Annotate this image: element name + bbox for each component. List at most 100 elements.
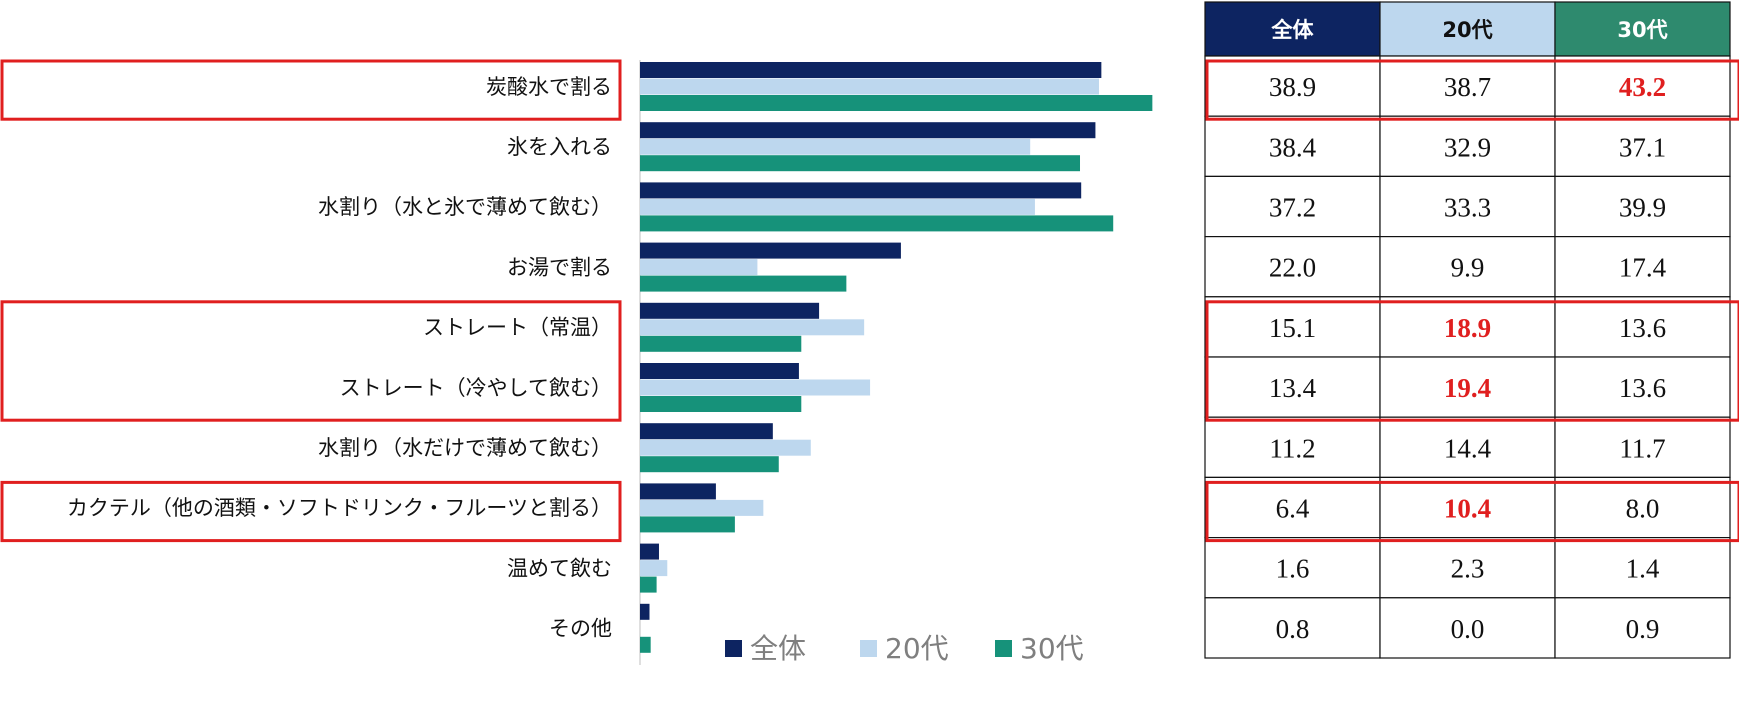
- bar-1-6: [640, 439, 811, 456]
- table-cell: [1554, 175, 1731, 238]
- table-cell: [1554, 476, 1731, 539]
- bar-2-1: [640, 155, 1081, 172]
- table-cell-value: 39.9: [1619, 193, 1666, 223]
- table-cell: [1554, 236, 1731, 298]
- table-cell-value: 15.1: [1269, 313, 1316, 343]
- category-label: ストレート（冷やして飲む）: [340, 376, 612, 400]
- table-cell-value: 18.9: [1444, 313, 1491, 343]
- table-cell: [1204, 236, 1381, 298]
- legend-swatch-1: [860, 640, 877, 657]
- bar-2-0: [640, 95, 1153, 111]
- bar-2-4: [640, 335, 802, 352]
- table-cell-value: 1.6: [1276, 554, 1310, 584]
- bar-0-6: [640, 423, 773, 440]
- category-label: ストレート（常温）: [423, 316, 612, 340]
- table-cell-value: 13.6: [1619, 313, 1666, 343]
- table-cell-value: 22.0: [1269, 253, 1316, 283]
- table-cell: [1379, 115, 1556, 177]
- table-cell: [1204, 416, 1381, 479]
- table-cell: [1379, 416, 1556, 479]
- table-cell-value: 2.3: [1451, 554, 1485, 584]
- highlight-box-left: [0, 59, 622, 121]
- table-cell-value: 10.4: [1444, 494, 1491, 524]
- table-cell-value: 37.2: [1269, 193, 1316, 223]
- bar-2-6: [640, 456, 779, 473]
- highlight-box-right: [1205, 300, 1739, 422]
- data-table: 全体 20代 30代 38.9 38.7 43.2 38.4 32.9 37.1 37.2 33.3…: [1204, 1, 1731, 659]
- legend: 全体 20代 30代: [725, 632, 1084, 665]
- bar-2-9: [640, 636, 651, 653]
- table-cell-value: 43.2: [1619, 72, 1666, 102]
- table-cell: [1554, 597, 1731, 659]
- table-cell-value: 38.9: [1269, 72, 1316, 102]
- category-label: 氷を入れる: [507, 135, 612, 159]
- bar-0-5: [640, 363, 799, 379]
- table-cell: [1204, 536, 1381, 599]
- table-header-cell: [1379, 1, 1556, 57]
- table-cell-value: 37.1: [1619, 132, 1666, 162]
- table-cell-value: 6.4: [1276, 494, 1310, 524]
- table-header-label: 30代: [1617, 18, 1667, 42]
- bar-1-8: [640, 560, 668, 577]
- table-cell: [1379, 236, 1556, 298]
- bar-0-3: [640, 242, 901, 259]
- legend-swatch-0: [725, 640, 742, 657]
- table-cell-value: 13.6: [1619, 373, 1666, 403]
- bar-chart-area: [639, 60, 1153, 665]
- bar-0-4: [640, 302, 820, 319]
- table-cell-value: 14.4: [1444, 433, 1492, 463]
- bar-2-5: [640, 396, 802, 412]
- table-cell: [1554, 536, 1731, 599]
- table-cell-value: 0.8: [1276, 614, 1310, 644]
- bar-1-1: [640, 138, 1031, 155]
- table-cell: [1554, 115, 1731, 177]
- table-cell-value: 11.7: [1619, 433, 1665, 463]
- bar-2-3: [640, 275, 847, 292]
- bar-1-3: [640, 259, 758, 276]
- table-cell: [1379, 597, 1556, 659]
- legend-label: 30代: [1020, 632, 1084, 665]
- table-cell-value: 32.9: [1444, 132, 1491, 162]
- legend-swatch-2: [995, 640, 1012, 657]
- legend-label: 全体: [750, 632, 806, 665]
- table-cell-value: 17.4: [1619, 253, 1667, 283]
- bar-0-8: [640, 543, 659, 560]
- table-cell-value: 38.4: [1269, 132, 1317, 162]
- table-cell: [1204, 356, 1381, 418]
- table-cell-value: 38.7: [1444, 72, 1491, 102]
- table-cell-value: 0.0: [1451, 614, 1485, 644]
- table-cell: [1204, 175, 1381, 238]
- highlight-box-right: [1205, 59, 1739, 121]
- table-cell-value: 33.3: [1444, 193, 1491, 223]
- category-label: その他: [549, 617, 612, 641]
- highlight-box-right: [1205, 480, 1739, 543]
- category-label: 水割り（水だけで薄めて飲む）: [318, 436, 612, 460]
- bar-2-8: [640, 576, 657, 593]
- table-cell: [1554, 55, 1731, 117]
- table-cell: [1554, 416, 1731, 479]
- table-cell: [1379, 175, 1556, 238]
- table-cell-value: 0.9: [1626, 614, 1660, 644]
- table-cell-value: 1.4: [1626, 554, 1660, 584]
- bar-0-0: [640, 62, 1102, 78]
- table-cell: [1379, 536, 1556, 599]
- bar-0-2: [640, 182, 1082, 199]
- table-cell: [1204, 597, 1381, 659]
- table-cell-value: 13.4: [1269, 373, 1317, 403]
- category-label: 炭酸水で割る: [486, 75, 612, 99]
- bar-2-7: [640, 516, 735, 533]
- category-label: カクテル（他の酒類・ソフトドリンク・フルーツと割る）: [67, 496, 612, 520]
- table-cell: [1554, 296, 1731, 358]
- highlight-box-left: [0, 300, 622, 422]
- legend-label: 20代: [885, 632, 949, 665]
- table-cell-value: 8.0: [1626, 494, 1660, 524]
- bar-1-4: [640, 319, 865, 336]
- table-cell-value: 11.2: [1269, 433, 1315, 463]
- bar-1-7: [640, 499, 764, 516]
- bar-1-5: [640, 379, 871, 396]
- bar-0-7: [640, 483, 716, 500]
- bar-0-1: [640, 122, 1096, 139]
- table-cell: [1379, 476, 1556, 539]
